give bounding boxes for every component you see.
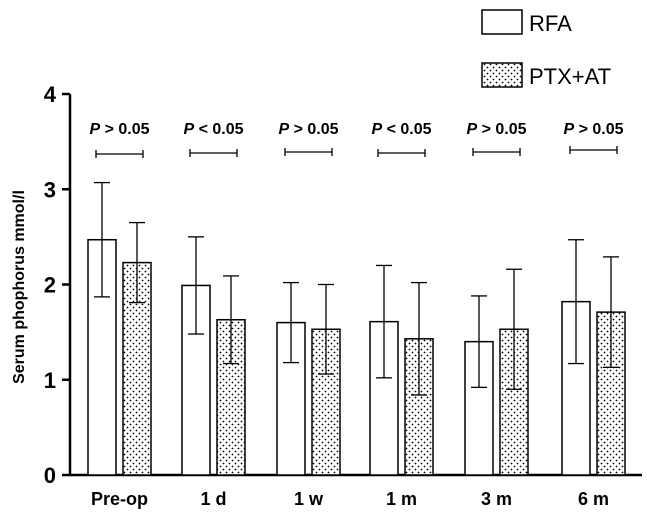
category-label: 6 m bbox=[578, 489, 609, 509]
bars bbox=[87, 181, 626, 476]
legend-label-ptx-at: PTX+AT bbox=[529, 64, 611, 89]
legend-label-rfa: RFA bbox=[529, 11, 572, 36]
category-label: 1 m bbox=[386, 489, 417, 509]
category-labels: Pre-op 1 d 1 w 1 m 3 m 6 m bbox=[91, 489, 609, 509]
legend-swatch-ptx-at bbox=[481, 62, 523, 88]
y-tick-label: 3 bbox=[44, 177, 56, 202]
category-label: Pre-op bbox=[91, 489, 148, 509]
y-axis-title: Serum phophorus mmol/l bbox=[11, 190, 28, 384]
legend: RFA PTX+AT bbox=[481, 9, 611, 89]
p-value-label: P < 0.05 bbox=[371, 121, 431, 138]
p-value-label: P > 0.05 bbox=[278, 121, 338, 138]
category-label: 1 d bbox=[200, 489, 226, 509]
y-tick-label: 1 bbox=[44, 368, 56, 393]
y-tick-label: 0 bbox=[44, 463, 56, 488]
legend-swatch-rfa bbox=[481, 9, 523, 35]
p-value-label: P > 0.05 bbox=[89, 121, 149, 138]
p-value-label: P > 0.05 bbox=[466, 121, 526, 138]
y-ticks: 0 1 2 3 4 bbox=[44, 82, 70, 488]
p-value-label: P < 0.05 bbox=[183, 121, 243, 138]
p-value-annotations: P > 0.05 P < 0.05 P > 0.05 P < 0.05 P > 0.05… bbox=[89, 121, 624, 158]
y-tick-label: 2 bbox=[44, 273, 56, 298]
y-tick-label: 4 bbox=[44, 82, 57, 107]
category-label: 1 w bbox=[294, 489, 324, 509]
category-label: 3 m bbox=[481, 489, 512, 509]
p-value-label: P > 0.05 bbox=[563, 121, 623, 138]
